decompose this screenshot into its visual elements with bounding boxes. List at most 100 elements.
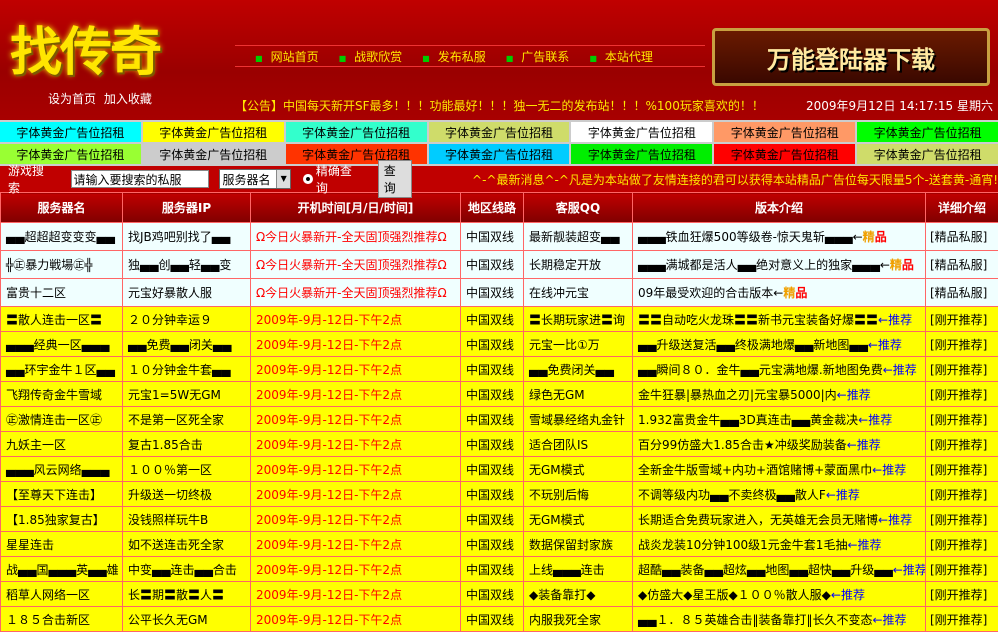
detail-link[interactable]: [刚开推荐]	[926, 532, 998, 557]
ad-slot[interactable]: 字体黄金广告位招租	[0, 122, 141, 142]
ad-slot[interactable]: 字体黄金广告位招租	[143, 144, 284, 164]
version-intro: 金牛狂暴|暴热血之刃|元宝暴5000|内←推荐	[633, 382, 926, 407]
recommend-badge[interactable]: ←推荐	[847, 438, 881, 452]
detail-link[interactable]: [精品私服]	[926, 223, 998, 251]
recommend-badge[interactable]: ←推荐	[878, 513, 912, 527]
ad-slot[interactable]: 字体黄金广告位招租	[714, 122, 855, 142]
server-name[interactable]: 飞翔传奇金牛雪域	[1, 382, 123, 407]
ad-slot[interactable]: 字体黄金广告位招租	[429, 122, 570, 142]
server-name[interactable]: 九妖主一区	[1, 432, 123, 457]
qq: 内服我死全家	[524, 607, 633, 632]
column-header: 地区线路	[461, 193, 524, 223]
badge-jingpin: 精品	[783, 286, 807, 300]
table-row: 稻草人网络一区长〓期〓散〓人〓2009年-9月-12日-下午2点中国双线◆装备靠…	[1, 582, 998, 607]
exact-search-radio[interactable]: 精确查询	[303, 162, 360, 196]
detail-link[interactable]: [刚开推荐]	[926, 457, 998, 482]
nav-item[interactable]: ■广告联系	[506, 48, 570, 65]
qq: ▄▄免费闭关▄▄	[524, 357, 633, 382]
detail-link[interactable]: [刚开推荐]	[926, 557, 998, 582]
line: 中国双线	[461, 482, 524, 507]
detail-link[interactable]: [刚开推荐]	[926, 432, 998, 457]
recommend-badge[interactable]: ←推荐	[868, 338, 902, 352]
detail-link[interactable]: [刚开推荐]	[926, 332, 998, 357]
server-name[interactable]: 星星连击	[1, 532, 123, 557]
open-time: 2009年-9月-12日-下午2点	[251, 532, 461, 557]
detail-link[interactable]: [刚开推荐]	[926, 307, 998, 332]
line: 中国双线	[461, 279, 524, 307]
detail-link[interactable]: [刚开推荐]	[926, 582, 998, 607]
server-name[interactable]: 稻草人网络一区	[1, 582, 123, 607]
server-name[interactable]: ▄▄超超超变变变▄▄	[1, 223, 123, 251]
recommend-badge[interactable]: ←推荐	[837, 388, 871, 402]
nav-item[interactable]: ■本站代理	[589, 48, 653, 65]
server-name[interactable]: ▄▄▄风云网络▄▄▄	[1, 457, 123, 482]
ad-slot[interactable]: 字体黄金广告位招租	[857, 122, 998, 142]
set-homepage-link[interactable]: 设为首页	[48, 92, 96, 106]
table-row: ▄▄▄经典一区▄▄▄▄▄免费▄▄闭关▄▄2009年-9月-12日-下午2点中国双…	[1, 332, 998, 357]
server-name[interactable]: 富贵十二区	[1, 279, 123, 307]
recommend-badge[interactable]: ←推荐	[847, 538, 881, 552]
server-name[interactable]: 〓散人连击一区〓	[1, 307, 123, 332]
header-links: 设为首页 加入收藏	[48, 90, 156, 107]
server-ip: １００％第一区	[123, 457, 251, 482]
recommend-badge[interactable]: ←推荐	[826, 488, 860, 502]
login-tool-download-banner[interactable]: 万能登陆器下载	[712, 28, 990, 86]
server-name[interactable]: １８５合击新区	[1, 607, 123, 632]
server-name[interactable]: ╬㊣暴力戦場㊣╬	[1, 251, 123, 279]
detail-link[interactable]: [刚开推荐]	[926, 382, 998, 407]
qq: 在线冲元宝	[524, 279, 633, 307]
recommend-badge[interactable]: ←推荐	[872, 463, 906, 477]
ad-slot[interactable]: 字体黄金广告位招租	[571, 144, 712, 164]
server-name[interactable]: ㊣激情连击一区㊣	[1, 407, 123, 432]
server-name[interactable]: 【1.85独家复古】	[1, 507, 123, 532]
open-time: 2009年-9月-12日-下午2点	[251, 557, 461, 582]
recommend-badge[interactable]: ←推荐	[872, 613, 906, 627]
server-name[interactable]: 【至尊天下连击】	[1, 482, 123, 507]
recommend-badge[interactable]: ←推荐	[831, 588, 865, 602]
search-type-select[interactable]: 服务器名▼	[219, 169, 292, 189]
ad-slot[interactable]: 字体黄金广告位招租	[714, 144, 855, 164]
version-intro: 战炎龙装10分钟100级1元金牛套1毛抽←推荐	[633, 532, 926, 557]
intro-text: 超酷▄▄装备▄▄超炫▄▄地图▄▄超快▄▄升级▄▄	[638, 563, 893, 577]
recommend-badge[interactable]: ←推荐	[858, 413, 892, 427]
detail-link[interactable]: [精品私服]	[926, 279, 998, 307]
ad-slot[interactable]: 字体黄金广告位招租	[0, 144, 141, 164]
open-time: 2009年-9月-12日-下午2点	[251, 582, 461, 607]
nav-label: 发布私服	[438, 50, 486, 64]
detail-link[interactable]: [精品私服]	[926, 251, 998, 279]
server-ip: 长〓期〓散〓人〓	[123, 582, 251, 607]
nav-item[interactable]: ■发布私服	[422, 48, 486, 65]
version-intro: 长期适合免费玩家进入，无英雄无会员无赌博←推荐	[633, 507, 926, 532]
main-nav: ■网站首页 ■战歌欣赏 ■发布私服 ■广告联系 ■本站代理	[235, 45, 705, 67]
server-name[interactable]: ▄▄▄经典一区▄▄▄	[1, 332, 123, 357]
server-name[interactable]: ▄▄环宇金牛１区▄▄	[1, 357, 123, 382]
line: 中国双线	[461, 582, 524, 607]
ad-slot[interactable]: 字体黄金广告位招租	[571, 122, 712, 142]
ad-slot[interactable]: 字体黄金广告位招租	[143, 122, 284, 142]
ad-slot[interactable]: 字体黄金广告位招租	[857, 144, 998, 164]
recommend-badge[interactable]: ←推荐	[878, 313, 912, 327]
bookmark-link[interactable]: 加入收藏	[104, 92, 152, 106]
ad-slot[interactable]: 字体黄金广告位招租	[429, 144, 570, 164]
search-input[interactable]	[71, 170, 209, 188]
version-intro: ▄▄升级送复活▄▄终极满地爆▄▄新地图▄▄←推荐	[633, 332, 926, 357]
detail-link[interactable]: [刚开推荐]	[926, 507, 998, 532]
detail-link[interactable]: [刚开推荐]	[926, 357, 998, 382]
nav-item[interactable]: ■战歌欣赏	[339, 48, 403, 65]
recommend-badge[interactable]: ←推荐	[893, 563, 926, 577]
nav-item[interactable]: ■网站首页	[255, 48, 319, 65]
news-marquee: ^-^最新消息^-^凡是为本站做了友情连接的君可以获得本站精品广告位每天限量5个…	[472, 171, 998, 188]
detail-link[interactable]: [刚开推荐]	[926, 482, 998, 507]
recommend-badge[interactable]: ←推荐	[883, 363, 917, 377]
detail-link[interactable]: [刚开推荐]	[926, 407, 998, 432]
ad-slot[interactable]: 字体黄金广告位招租	[286, 122, 427, 142]
detail-link[interactable]: [刚开推荐]	[926, 607, 998, 632]
site-logo[interactable]: 找传奇	[10, 10, 160, 85]
server-name[interactable]: 战▄▄国▄▄▄英▄▄雄	[1, 557, 123, 582]
search-button[interactable]: 查询	[378, 160, 412, 198]
